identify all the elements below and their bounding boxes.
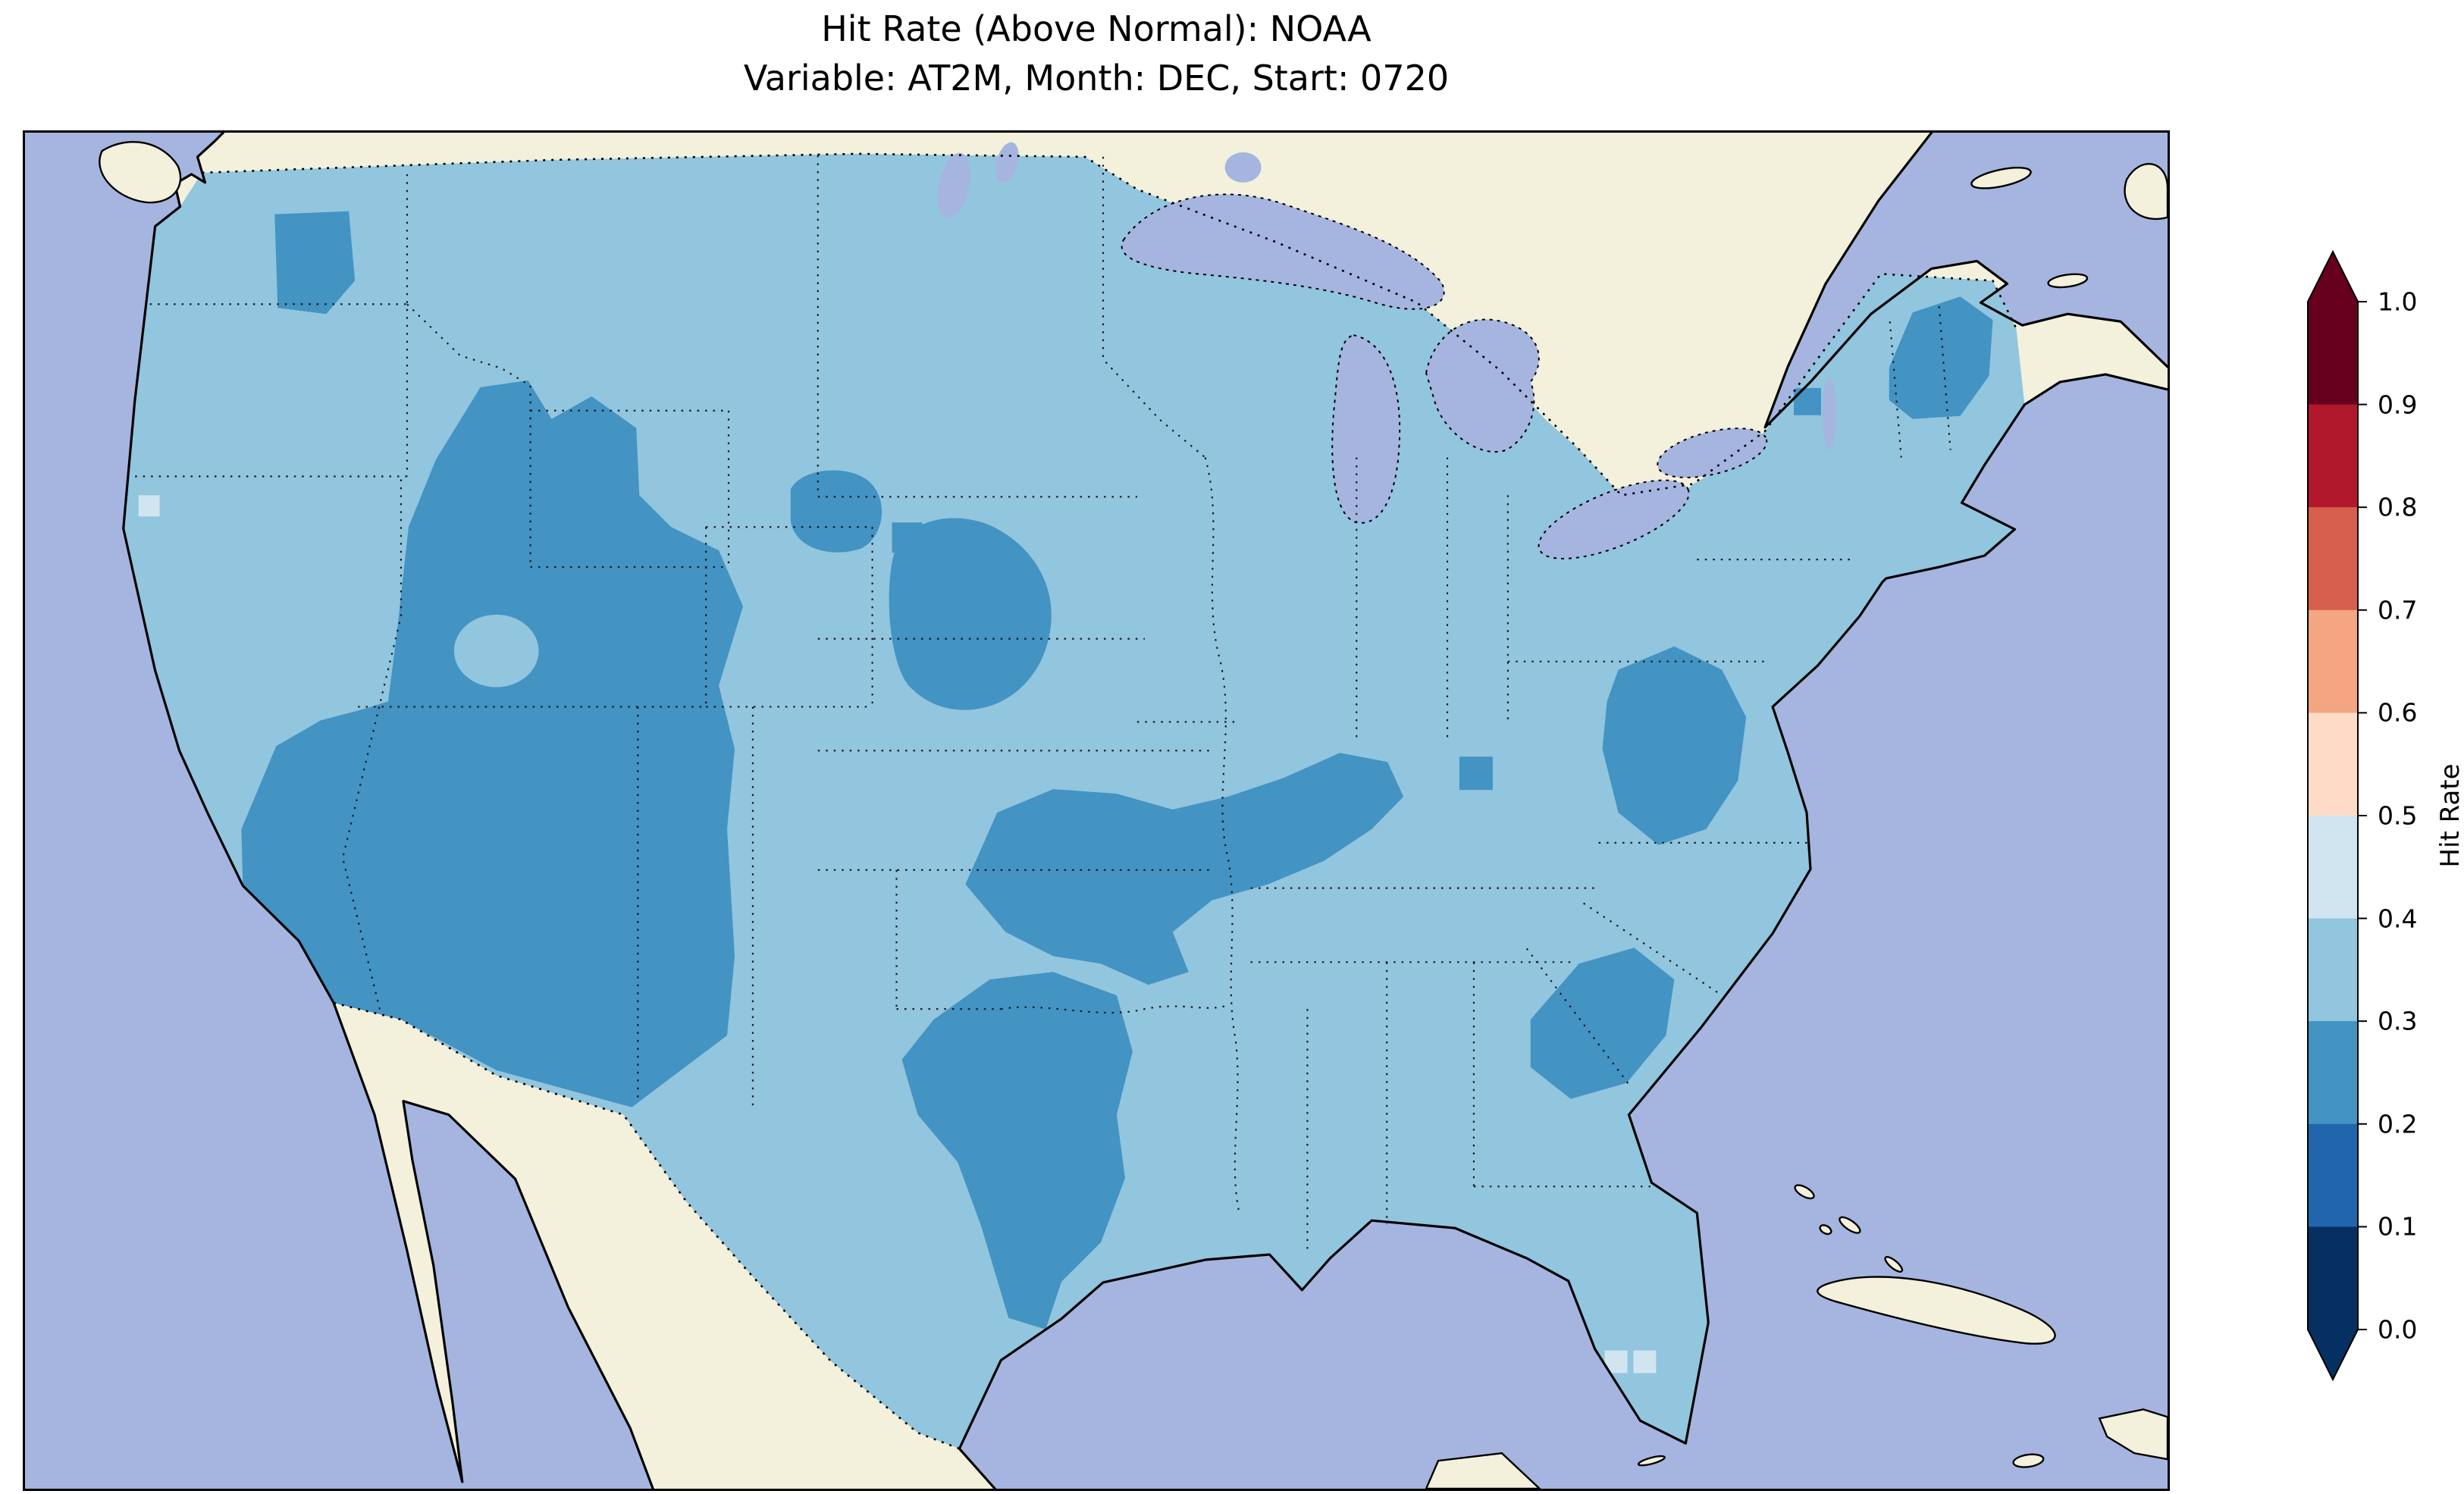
colorbar-tick-label-0.0: 0.0 xyxy=(2378,1314,2418,1345)
colorbar-segment-0.7-0.8 xyxy=(2308,507,2358,611)
newfoundland-island xyxy=(2124,163,2168,221)
patch-cell-ohio-wv xyxy=(1459,756,1493,791)
us-hit-rate-map xyxy=(25,133,2168,1489)
anticosti-island xyxy=(1970,167,2032,189)
yucatan-peninsula xyxy=(1425,1452,1541,1489)
patch-missouri-kentucky-tennessee xyxy=(965,753,1404,985)
us-canada-border xyxy=(202,152,2017,496)
colorbar-tick-label-0.3: 0.3 xyxy=(2378,1006,2418,1036)
state-borders xyxy=(127,155,1951,1251)
colorbar-segment-0.9-1.0 xyxy=(2308,302,2358,406)
gulf-atlantic-coastline xyxy=(958,403,2026,1489)
lake-winnipegosis xyxy=(995,142,1019,184)
figure-title: Hit Rate (Above Normal): NOAA Variable: … xyxy=(23,5,2170,104)
patch-georgia-sc-coast xyxy=(1530,947,1675,1099)
lake-erie xyxy=(1538,479,1690,559)
bahamas-island-3 xyxy=(1884,1256,1904,1273)
title-line-1: Hit Rate (Above Normal): NOAA xyxy=(821,8,1372,49)
colorbar-tick-label-0.9: 0.9 xyxy=(2378,390,2418,420)
hispaniola-island xyxy=(2098,1408,2168,1461)
patch-southwest-great-basin xyxy=(241,380,743,1107)
colorbar-segment-0.5-0.6 xyxy=(2308,713,2358,816)
colorbar-segment-0.1-0.2 xyxy=(2308,1123,2358,1228)
patch-central-texas xyxy=(901,972,1133,1330)
colorbar-label: Hit Rate xyxy=(2435,763,2464,868)
patch-cell-minnesota xyxy=(892,522,923,553)
vancouver-island xyxy=(99,141,182,204)
pale-cell-california-coast xyxy=(138,495,160,517)
patch-western-dakotas xyxy=(889,518,1052,710)
colorbar-segment-0.4-0.5 xyxy=(2308,816,2358,919)
colorbar-extend-upper-arrow xyxy=(2308,252,2358,302)
colorbar-tick-label-0.2: 0.2 xyxy=(2378,1109,2418,1139)
colorbar-tick-label-1.0: 1.0 xyxy=(2378,287,2418,317)
maritimes-coastline xyxy=(1763,133,2168,429)
pale-cell-florida-keys-2 xyxy=(1633,1350,1657,1373)
international-borders xyxy=(202,152,2017,1450)
patch-central-washington xyxy=(274,211,356,315)
islands xyxy=(99,141,2168,1489)
lake-nipigon xyxy=(1224,152,1262,183)
lake-winnipeg xyxy=(937,152,970,218)
title-line-2: Variable: AT2M, Month: DEC, Start: 0720 xyxy=(743,58,1450,99)
lake-superior xyxy=(1121,193,1445,310)
lakes xyxy=(937,142,1836,559)
lake-ontario xyxy=(1657,428,1768,479)
patch-montana-dakota-small xyxy=(790,470,882,553)
bahamas-island-2 xyxy=(1839,1216,1861,1234)
colorbar xyxy=(2307,250,2367,1382)
colorbar-tick-label-0.6: 0.6 xyxy=(2378,697,2418,728)
jamaica-island xyxy=(2012,1453,2045,1468)
bahamas-island-1 xyxy=(1794,1184,1815,1200)
colorbar-segment-0.2-0.3 xyxy=(2308,1021,2358,1125)
map-panel xyxy=(23,130,2170,1491)
hit-rate-dark-patches xyxy=(138,211,1993,1449)
bahamas-island-4 xyxy=(1819,1224,1832,1236)
patch-virginia-carolinas xyxy=(1602,646,1747,845)
colorbar-segment-0.3-0.4 xyxy=(2308,918,2358,1022)
patch-cell-vermont xyxy=(1794,387,1821,415)
patch-maine-new-england xyxy=(1889,296,1993,419)
colorbar-tick-label-0.5: 0.5 xyxy=(2378,800,2418,831)
colorbar-tick-label-0.4: 0.4 xyxy=(2378,904,2418,934)
colorbar-segments xyxy=(2308,302,2358,1330)
colorbar-segment-0.0-0.1 xyxy=(2308,1226,2358,1330)
colorbar-tick-label-0.1: 0.1 xyxy=(2378,1211,2418,1242)
colorbar-tick-marks xyxy=(2358,301,2367,1330)
colorbar-segment-0.8-0.9 xyxy=(2308,404,2358,508)
colorbar-tick-label-0.8: 0.8 xyxy=(2378,492,2418,522)
lake-champlain xyxy=(1822,377,1836,450)
cuba-island xyxy=(1817,1276,2056,1345)
florida-keys xyxy=(1637,1455,1666,1467)
colorbar-segment-0.6-0.7 xyxy=(2308,609,2358,714)
prince-edward-island xyxy=(2047,273,2089,289)
patch-hole-nevada-utah xyxy=(453,614,539,687)
lake-huron xyxy=(1425,318,1540,453)
colorbar-tick-label-0.7: 0.7 xyxy=(2378,595,2418,625)
colorbar-extend-lower-arrow xyxy=(2308,1330,2358,1380)
